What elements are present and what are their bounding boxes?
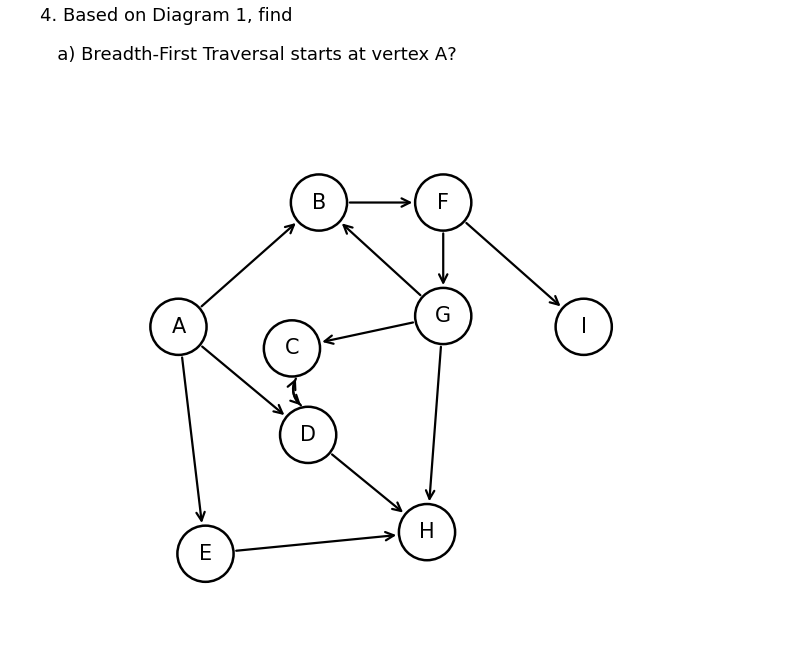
Text: G: G bbox=[435, 306, 451, 326]
Text: H: H bbox=[419, 522, 435, 542]
Circle shape bbox=[556, 299, 612, 355]
Circle shape bbox=[415, 288, 471, 344]
Text: A: A bbox=[171, 317, 186, 337]
Text: C: C bbox=[285, 339, 299, 359]
Circle shape bbox=[291, 174, 347, 230]
Text: 4. Based on Diagram 1, find: 4. Based on Diagram 1, find bbox=[40, 7, 293, 25]
Circle shape bbox=[280, 407, 336, 463]
Text: a) Breadth-First Traversal starts at vertex A?: a) Breadth-First Traversal starts at ver… bbox=[40, 46, 457, 64]
Circle shape bbox=[415, 174, 471, 230]
Text: D: D bbox=[300, 425, 316, 445]
Circle shape bbox=[399, 504, 455, 561]
Circle shape bbox=[150, 299, 206, 355]
Text: E: E bbox=[199, 544, 212, 564]
Circle shape bbox=[264, 320, 320, 376]
Text: F: F bbox=[438, 193, 450, 212]
Text: I: I bbox=[581, 317, 586, 337]
Circle shape bbox=[178, 525, 234, 582]
Text: B: B bbox=[312, 193, 326, 212]
